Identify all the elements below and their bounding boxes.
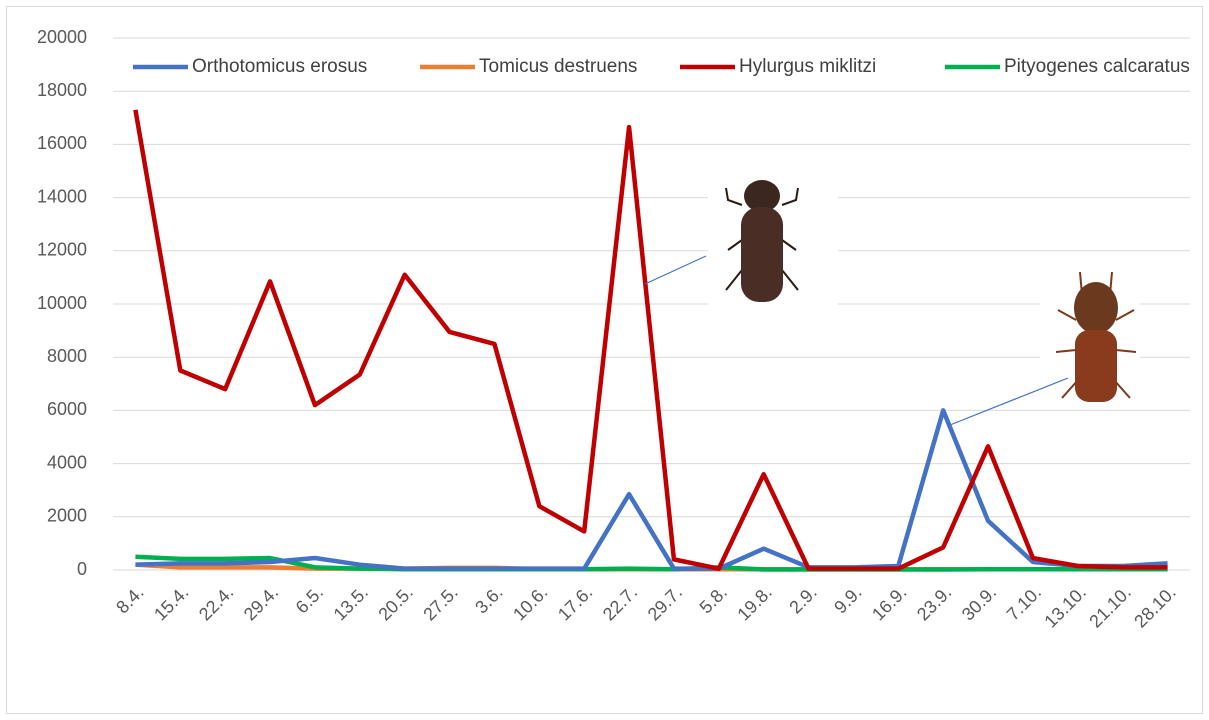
y-tick-label: 4000	[47, 452, 87, 472]
y-tick-label: 6000	[47, 399, 87, 419]
beetle-body	[741, 207, 783, 302]
y-tick-label: 14000	[37, 186, 87, 206]
y-tick-label: 18000	[37, 80, 87, 100]
legend-label: Pityogenes calcaratus	[1004, 56, 1190, 77]
chart: 0 2000 4000 6000 8000 10000 12000 14000 16000 180…	[0, 0, 1209, 720]
y-tick-label: 12000	[37, 240, 87, 260]
beetle-body	[1075, 330, 1117, 402]
y-tick-label: 8000	[47, 346, 87, 366]
y-tick-label: 0	[77, 559, 87, 579]
legend-label: Orthotomicus erosus	[192, 56, 367, 77]
legend-label: Tomicus destruens	[479, 56, 637, 77]
y-tick-label: 20000	[37, 27, 87, 47]
y-tick-label: 2000	[47, 506, 87, 526]
y-tick-label: 10000	[37, 293, 87, 313]
legend-label: Hylurgus miklitzi	[739, 56, 876, 77]
y-tick-label: 16000	[37, 133, 87, 153]
beetle-pronotum	[1074, 282, 1118, 334]
